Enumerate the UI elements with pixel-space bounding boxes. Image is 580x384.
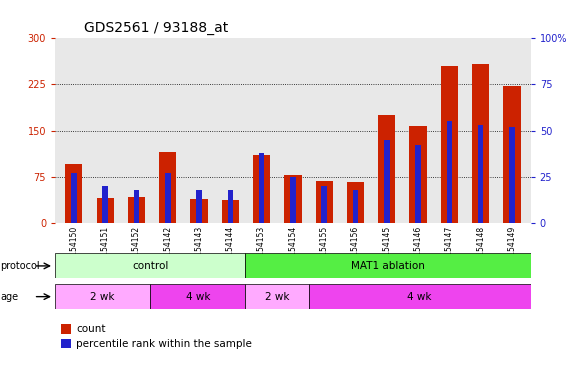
Bar: [245, 284, 309, 309]
Bar: [222, 200, 239, 223]
Bar: [284, 175, 302, 223]
Bar: [447, 121, 452, 223]
Text: count: count: [76, 324, 106, 334]
Bar: [133, 190, 139, 223]
Bar: [102, 186, 108, 223]
Bar: [96, 198, 114, 223]
Bar: [316, 181, 333, 223]
Bar: [71, 173, 77, 223]
Bar: [66, 164, 82, 223]
Bar: [150, 284, 245, 309]
Bar: [227, 190, 233, 223]
Text: 2 wk: 2 wk: [90, 291, 115, 302]
Bar: [253, 155, 270, 223]
Text: percentile rank within the sample: percentile rank within the sample: [76, 339, 252, 349]
Bar: [165, 173, 171, 223]
Bar: [55, 253, 245, 278]
Bar: [259, 153, 264, 223]
Bar: [441, 66, 458, 223]
Bar: [378, 115, 396, 223]
Bar: [159, 152, 176, 223]
Bar: [55, 284, 150, 309]
Bar: [196, 190, 202, 223]
Bar: [478, 125, 484, 223]
Text: control: control: [132, 261, 168, 271]
Text: 2 wk: 2 wk: [265, 291, 289, 302]
Text: 4 wk: 4 wk: [408, 291, 432, 302]
Text: MAT1 ablation: MAT1 ablation: [351, 261, 425, 271]
Bar: [353, 190, 358, 223]
Bar: [472, 64, 490, 223]
Bar: [509, 127, 514, 223]
Text: 4 wk: 4 wk: [186, 291, 210, 302]
Bar: [290, 177, 296, 223]
Bar: [415, 145, 421, 223]
Bar: [245, 253, 531, 278]
Text: age: age: [1, 291, 19, 302]
Bar: [503, 86, 520, 223]
Text: protocol: protocol: [1, 261, 40, 271]
Bar: [347, 182, 364, 223]
Bar: [409, 126, 427, 223]
Bar: [384, 140, 390, 223]
Bar: [309, 284, 531, 309]
Text: GDS2561 / 93188_at: GDS2561 / 93188_at: [84, 21, 229, 35]
Bar: [321, 186, 327, 223]
Bar: [190, 199, 208, 223]
Bar: [128, 197, 145, 223]
